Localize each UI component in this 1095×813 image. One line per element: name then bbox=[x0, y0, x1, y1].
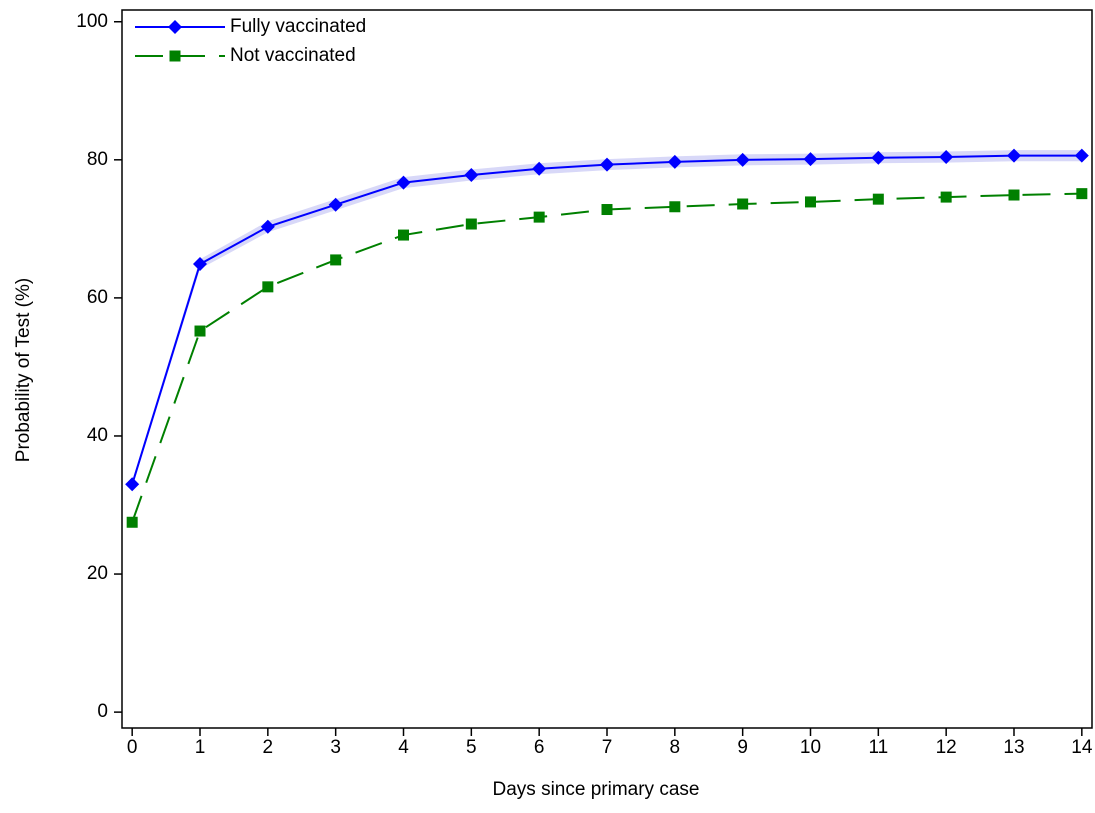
y-axis-label: Probability of Test (%) bbox=[13, 278, 34, 462]
data-point bbox=[871, 150, 886, 165]
data-point bbox=[735, 152, 750, 167]
x-axis-label: Days since primary case bbox=[493, 779, 700, 800]
y-tick-label: 40 bbox=[87, 425, 108, 446]
y-tick-label: 60 bbox=[87, 287, 108, 308]
x-tick-label: 2 bbox=[263, 737, 274, 758]
data-point bbox=[193, 257, 208, 272]
data-point bbox=[125, 477, 140, 492]
plot-frame bbox=[121, 9, 1093, 729]
data-point bbox=[260, 219, 275, 234]
data-point bbox=[804, 196, 816, 208]
data-point bbox=[465, 218, 477, 230]
confidence-band bbox=[132, 150, 1082, 488]
x-tick-label: 7 bbox=[602, 737, 613, 758]
x-tick-label: 12 bbox=[936, 737, 957, 758]
data-point bbox=[396, 175, 411, 190]
x-tick-label: 10 bbox=[800, 737, 821, 758]
x-tick-label: 0 bbox=[127, 737, 138, 758]
y-tick-label: 100 bbox=[76, 11, 108, 32]
x-tick-label: 5 bbox=[466, 737, 477, 758]
data-point bbox=[667, 154, 682, 169]
legend-marker bbox=[168, 20, 182, 34]
legend-label: Not vaccinated bbox=[230, 45, 356, 66]
data-point bbox=[939, 150, 954, 165]
x-tick-label: 1 bbox=[195, 737, 206, 758]
data-point bbox=[464, 168, 479, 183]
x-tick-label: 3 bbox=[330, 737, 341, 758]
data-point bbox=[600, 157, 614, 172]
x-tick-label: 13 bbox=[1003, 737, 1024, 758]
x-tick-label: 4 bbox=[398, 737, 409, 758]
series-line bbox=[131, 192, 1082, 523]
data-point bbox=[1076, 188, 1088, 200]
data-point bbox=[1074, 148, 1089, 163]
x-tick-label: 6 bbox=[534, 737, 545, 758]
x-tick-label: 11 bbox=[868, 737, 888, 758]
data-point bbox=[262, 281, 274, 293]
legend-label: Fully vaccinated bbox=[230, 16, 366, 37]
data-point bbox=[330, 254, 342, 266]
y-tick-label: 20 bbox=[87, 563, 108, 584]
data-point bbox=[533, 211, 545, 223]
data-point bbox=[398, 229, 410, 241]
x-tick-label: 9 bbox=[737, 737, 748, 758]
x-tick-label: 14 bbox=[1071, 737, 1093, 758]
data-point bbox=[737, 198, 749, 210]
data-point bbox=[1006, 148, 1021, 163]
data-point bbox=[1008, 189, 1020, 201]
data-point bbox=[126, 516, 138, 528]
data-point bbox=[601, 204, 613, 216]
data-point bbox=[669, 201, 681, 213]
x-tick-label: 8 bbox=[670, 737, 681, 758]
y-tick-label: 80 bbox=[87, 149, 108, 170]
legend-marker bbox=[169, 50, 181, 62]
data-point bbox=[872, 193, 884, 205]
y-tick-label: 0 bbox=[97, 701, 108, 722]
data-point bbox=[532, 161, 547, 176]
data-point bbox=[328, 197, 343, 212]
data-point bbox=[940, 191, 952, 203]
data-point bbox=[194, 325, 206, 337]
data-point bbox=[803, 152, 818, 167]
